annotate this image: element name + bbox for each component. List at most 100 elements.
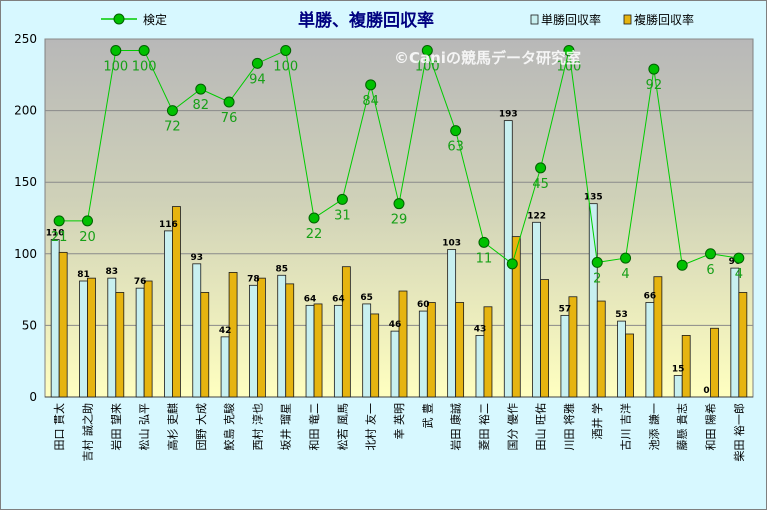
test-point: [676, 259, 688, 271]
win-rate-value-label: 85: [275, 264, 288, 274]
win-rate-value-label: 66: [644, 291, 657, 301]
x-category-label: 松山 弘平: [137, 403, 151, 451]
x-category-label: 高杉 吏麒: [165, 403, 179, 451]
y-tick-label: 250: [14, 32, 37, 46]
test-point: [620, 252, 632, 264]
win-rate-value-label: 90: [729, 257, 742, 267]
test-point: [223, 96, 235, 108]
test-point: [563, 44, 575, 56]
test-value-label: 4: [621, 267, 629, 282]
test-value-label: 31: [334, 208, 351, 223]
win-rate-bar: [645, 302, 655, 398]
test-point: [195, 83, 207, 95]
win-rate-value-label: 43: [474, 324, 487, 334]
x-category-label: 酒井 学: [590, 403, 604, 440]
test-point: [478, 236, 490, 248]
x-category-label: 古川 吉洋: [619, 403, 633, 451]
test-value-label: 94: [249, 72, 266, 87]
y-tick-label: 200: [14, 104, 37, 118]
test-point: [280, 44, 292, 56]
win-rate-value-label: 76: [134, 277, 147, 287]
place-rate-bar: [341, 266, 351, 398]
test-point: [53, 215, 65, 227]
test-value-label: 6: [706, 263, 714, 278]
place-rate-bar: [483, 306, 493, 398]
test-point: [166, 105, 178, 117]
win-rate-bar: [277, 274, 287, 398]
win-rate-bar: [390, 330, 400, 398]
test-value-label: 21: [51, 230, 68, 245]
x-category-label: 鮫島 克駿: [222, 403, 236, 451]
place-rate-bar: [228, 272, 238, 398]
x-category-label: 幸 英明: [392, 403, 406, 440]
win-rate-value-label: 57: [559, 304, 572, 314]
legend-label-place: 複勝回収率: [634, 12, 694, 27]
win-rate-bar: [248, 284, 258, 398]
test-value-label: 82: [192, 98, 209, 113]
win-rate-bar: [79, 280, 88, 398]
x-category-label: 西村 淳也: [250, 403, 264, 451]
legend-place-swatch: [623, 14, 632, 25]
test-value-label: 100: [273, 59, 298, 74]
test-value-label: 20: [79, 230, 96, 245]
place-rate-bar: [285, 283, 295, 398]
win-rate-value-label: 0: [703, 386, 709, 396]
y-tick-label: 50: [22, 318, 37, 332]
test-point: [506, 258, 518, 270]
test-point: [705, 248, 717, 260]
win-rate-bar: [588, 203, 598, 398]
x-category-label: 菱田 裕二: [478, 403, 491, 451]
test-value-label: 100: [557, 59, 582, 74]
test-value-label: 2: [593, 271, 601, 286]
x-category-label: 団野 大成: [194, 403, 208, 451]
test-point: [450, 125, 462, 137]
win-rate-value-label: 116: [159, 220, 178, 230]
place-rate-bar: [115, 292, 125, 398]
win-rate-value-label: 78: [247, 274, 260, 284]
win-rate-bar: [418, 310, 428, 398]
win-rate-value-label: 93: [190, 253, 203, 263]
test-point: [421, 44, 433, 56]
win-rate-bar: [220, 336, 230, 398]
place-rate-bar: [455, 302, 465, 398]
win-rate-bar: [50, 239, 60, 398]
x-category-label: 国分 優作: [506, 403, 519, 451]
win-rate-value-label: 46: [389, 320, 402, 330]
test-point: [535, 162, 547, 174]
legend: 検定 単勝回収率 複勝回収率: [101, 12, 694, 27]
x-category-label: 藤懸 貴志: [675, 403, 689, 451]
place-rate-bar: [681, 335, 691, 398]
win-rate-bar: [135, 287, 145, 398]
win-rate-value-label: 193: [499, 110, 518, 120]
win-rate-value-label: 110: [46, 228, 65, 238]
x-category-label: 田山 旺佑: [534, 403, 548, 451]
win-rate-bar: [107, 277, 117, 398]
x-category-label: 田口 貫太: [53, 403, 66, 451]
place-rate-bar: [256, 277, 266, 398]
place-rate-bar: [398, 290, 408, 398]
win-rate-value-label: 64: [304, 294, 317, 304]
win-rate-bar: [164, 230, 173, 398]
test-point: [81, 215, 93, 227]
win-rate-bar: [305, 304, 315, 398]
win-rate-value-label: 135: [584, 193, 603, 203]
place-rate-bar: [596, 300, 606, 398]
win-rate-value-label: 83: [106, 267, 119, 277]
watermark: ©Caniの競馬データ研究室: [394, 49, 581, 67]
win-rate-value-label: 53: [615, 310, 628, 320]
win-rate-value-label: 15: [672, 365, 685, 375]
chart-title: 単勝、複勝回収率: [298, 10, 434, 31]
legend-point-swatch: [113, 13, 125, 25]
x-category-label: 岩田 康誠: [449, 403, 463, 451]
place-rate-bar: [625, 333, 634, 398]
test-value-label: 76: [221, 111, 238, 126]
win-rate-bar: [673, 375, 683, 398]
place-rate-bar: [568, 296, 578, 398]
place-rate-bar: [710, 327, 719, 398]
place-rate-bar: [313, 303, 323, 398]
line-series: 21 20 100 100 72 82 76 94 100 22 31 84 29 100 63 11 45 10…: [51, 44, 745, 286]
y-tick-label: 0: [29, 390, 37, 404]
win-rate-value-label: 81: [77, 270, 90, 280]
test-value-label: 63: [447, 140, 464, 155]
